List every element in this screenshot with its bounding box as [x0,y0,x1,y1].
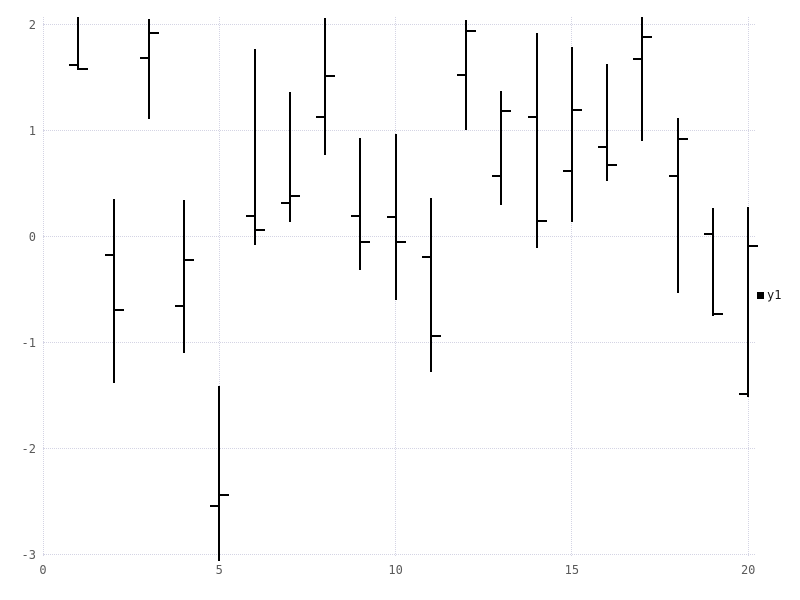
ohlc-close-tick [185,258,195,261]
ohlc-open-tick [210,504,220,507]
y-gridline [43,342,755,343]
ohlc-close-tick [149,31,159,34]
ohlc-close-tick [572,109,582,112]
ohlc-open-tick [175,305,185,308]
ohlc-close-tick [431,335,441,338]
ohlc-high-low-line [253,48,256,245]
ohlc-high-low-line [641,17,644,142]
ohlc-open-tick [457,74,467,77]
x-gridline [42,17,44,556]
y-tick-label: -3 [21,547,36,562]
ohlc-close-tick [220,494,230,497]
ohlc-high-low-line [288,92,291,222]
ohlc-close-tick [114,308,124,311]
ohlc-open-tick [492,175,502,178]
y-gridline [43,448,755,449]
ohlc-high-low-line [606,63,609,182]
ohlc-open-tick [668,175,678,178]
y-tick-label: 2 [28,17,36,32]
ohlc-high-low-line [535,32,538,249]
ohlc-close-tick [713,312,723,315]
ohlc-high-low-line [112,199,115,383]
y-tick-label: -2 [21,441,36,456]
ohlc-open-tick [104,253,114,256]
x-gridline [571,17,573,556]
ohlc-open-tick [739,393,749,396]
ohlc-high-low-line [429,198,432,373]
y-tick-label: 1 [28,123,36,138]
ohlc-open-tick [562,169,572,172]
ohlc-close-tick [361,240,371,243]
legend-label: y1 [767,288,782,302]
ohlc-open-tick [633,58,643,61]
ohlc-open-tick [316,115,326,118]
ohlc-high-low-line [77,17,80,71]
ohlc-open-tick [139,57,149,60]
ohlc-high-low-line [359,137,362,271]
ohlc-close-tick [537,219,547,222]
ohlc-high-low-line [500,91,503,205]
ohlc-high-low-line [394,133,397,301]
ohlc-open-tick [386,216,396,219]
y-gridline [43,130,755,131]
x-tick-label: 15 [564,563,580,577]
x-tick-label: 10 [388,563,403,577]
x-gridline [218,17,220,556]
ohlc-close-tick [255,229,265,232]
ohlc-open-tick [598,146,608,149]
legend: y1 [757,289,781,301]
x-tick-label: 20 [740,563,756,577]
ohlc-close-tick [502,110,512,113]
ohlc-open-tick [351,215,361,218]
y-gridline [43,236,755,237]
ohlc-high-low-line [183,200,186,354]
y-gridline [43,24,755,25]
ohlc-open-tick [245,215,255,218]
ohlc-close-tick [643,36,653,39]
ohlc-open-tick [703,233,713,236]
ohlc-high-low-line [465,20,468,131]
ohlc-close-tick [467,29,477,32]
ohlc-close-tick [290,195,300,198]
y-gridline [43,554,755,555]
ohlc-high-low-line [324,18,327,155]
ohlc-close-tick [396,240,406,243]
ohlc-open-tick [280,201,290,204]
y-tick-label: 0 [28,229,36,244]
ohlc-high-low-line [570,46,573,222]
ohlc-close-tick [326,75,336,78]
legend-square-marker-icon [757,291,764,299]
ohlc-close-tick [678,137,688,140]
ohlc-open-tick [421,255,431,258]
ohlc-high-low-line [711,207,714,316]
ohlc-high-low-line [218,385,221,561]
y-tick-label: -1 [21,335,36,350]
ohlc-high-low-line [747,206,750,397]
ohlc-close-tick [79,68,89,71]
ohlc-open-tick [69,63,79,66]
ohlc-open-tick [527,115,537,118]
x-tick-label: 0 [39,563,47,577]
ohlc-close-tick [749,245,759,248]
ohlc-high-low-line [676,117,679,293]
x-tick-label: 5 [215,563,223,577]
ohlc-high-low-line [147,19,150,119]
ohlc-close-tick [608,164,618,167]
